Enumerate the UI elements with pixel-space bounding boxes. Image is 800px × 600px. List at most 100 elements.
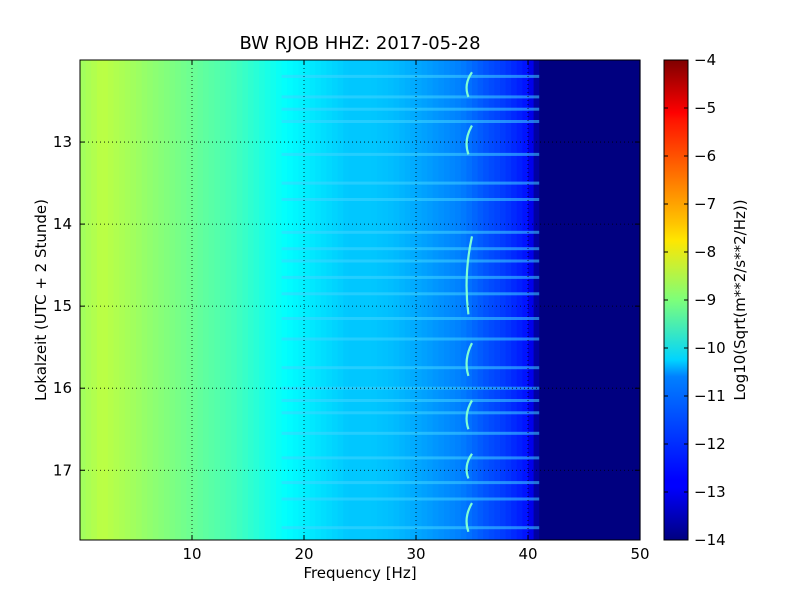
heatmap-column [623, 60, 630, 540]
heatmap-column [578, 60, 585, 540]
heatmap-column [556, 60, 563, 540]
time-band [281, 259, 540, 263]
heatmap-column [606, 60, 613, 540]
time-band [281, 152, 540, 156]
heatmap-column [270, 60, 277, 540]
time-band [281, 497, 540, 501]
heatmap-column [584, 60, 591, 540]
y-tick-label: 17 [53, 461, 72, 479]
heatmap-column [281, 60, 288, 540]
colorbar-tick-label: −8 [694, 243, 716, 261]
heatmap-column [259, 60, 266, 540]
colorbar-tick-label: −14 [694, 531, 726, 549]
colorbar-tick-label: −13 [694, 483, 726, 501]
heatmap-column [505, 60, 512, 540]
heatmap-column [348, 60, 355, 540]
x-tick-label: 50 [630, 545, 649, 563]
grid-lines [80, 60, 640, 540]
heatmap-column [567, 60, 574, 540]
heatmap-column [158, 60, 165, 540]
heatmap-column [421, 60, 428, 540]
heatmap-column [152, 60, 159, 540]
x-tick-label: 30 [406, 545, 425, 563]
heatmap-column [124, 60, 131, 540]
x-tick-label: 40 [518, 545, 537, 563]
x-tick-label: 10 [182, 545, 201, 563]
heatmap-column [292, 60, 299, 540]
heatmap-column [220, 60, 227, 540]
heatmap-column [617, 60, 624, 540]
heatmap-column [225, 60, 232, 540]
heatmap-column [320, 60, 327, 540]
heatmap-column [388, 60, 395, 540]
heatmap-column [410, 60, 417, 540]
spectrogram-plot [79, 59, 641, 541]
heatmap-column [264, 60, 271, 540]
heatmap-column [354, 60, 361, 540]
heatmap-column [494, 60, 501, 540]
y-tick-label: 14 [53, 215, 72, 233]
heatmap-column [376, 60, 383, 540]
heatmap-column [298, 60, 305, 540]
time-band [281, 181, 540, 185]
spectrogram-heatmap [80, 60, 641, 540]
heatmap-column [371, 60, 378, 540]
heatmap-column [404, 60, 411, 540]
heatmap-column [203, 60, 210, 540]
tonal-line-segment [465, 71, 473, 98]
time-band [281, 411, 540, 415]
heatmap-column [130, 60, 137, 540]
time-band [281, 275, 540, 279]
tonal-line-segment [465, 125, 473, 155]
heatmap-column [360, 60, 367, 540]
heatmap-column [399, 60, 406, 540]
horizontal-bands [281, 74, 540, 530]
x-axis-label: Frequency [Hz] [303, 564, 416, 582]
heatmap-column [444, 60, 451, 540]
colorbar-tick-label: −5 [694, 99, 716, 117]
colorbar: −4 −5 −6 −7 −8 −9 −10 −11 −12 −13 −14 [663, 51, 726, 549]
time-band [281, 317, 540, 320]
y-tick-label: 16 [53, 379, 72, 397]
heatmap-column [472, 60, 479, 540]
heatmap-column [113, 60, 120, 540]
heatmap-column [561, 60, 568, 540]
heatmap-column [304, 60, 311, 540]
heatmap-column [253, 60, 260, 540]
heatmap-column [91, 60, 98, 540]
time-band [281, 337, 540, 341]
y-axis: 13 14 15 16 17 [53, 133, 640, 479]
y-axis-label: Lokalzeit (UTC + 2 Stunde) [32, 199, 50, 401]
heatmap-column [119, 60, 126, 540]
heatmap-column [393, 60, 400, 540]
time-band [281, 292, 540, 296]
time-band [281, 386, 540, 390]
chart-title: BW RJOB HHZ: 2017-05-28 [239, 33, 480, 54]
heatmap-column [500, 60, 507, 540]
heatmap-column [141, 60, 148, 540]
colorbar-tick-label: −9 [694, 291, 716, 309]
heatmap-column [533, 60, 540, 540]
heatmap-column [231, 60, 238, 540]
time-band [281, 74, 540, 78]
colorbar-ticks: −4 −5 −6 −7 −8 −9 −10 −11 −12 −13 −14 [664, 51, 726, 549]
heatmap-column [96, 60, 103, 540]
heatmap-column [522, 60, 529, 540]
heatmap-column [164, 60, 171, 540]
heatmap-column [544, 60, 551, 540]
heatmap-column [516, 60, 523, 540]
time-band [281, 95, 540, 99]
colorbar-label: Log10(Sqrt(m**2/s**2/Hz)) [731, 199, 749, 400]
heatmap-column [180, 60, 187, 540]
heatmap-column [449, 60, 456, 540]
heatmap-column [214, 60, 221, 540]
heatmap-column [432, 60, 439, 540]
heatmap-column [382, 60, 389, 540]
y-tick-label: 13 [53, 133, 72, 151]
heatmap-column [628, 60, 635, 540]
x-axis: 10 20 30 40 50 [182, 60, 650, 563]
heatmap-column [466, 60, 473, 540]
time-band [281, 431, 540, 435]
heatmap-column [483, 60, 490, 540]
